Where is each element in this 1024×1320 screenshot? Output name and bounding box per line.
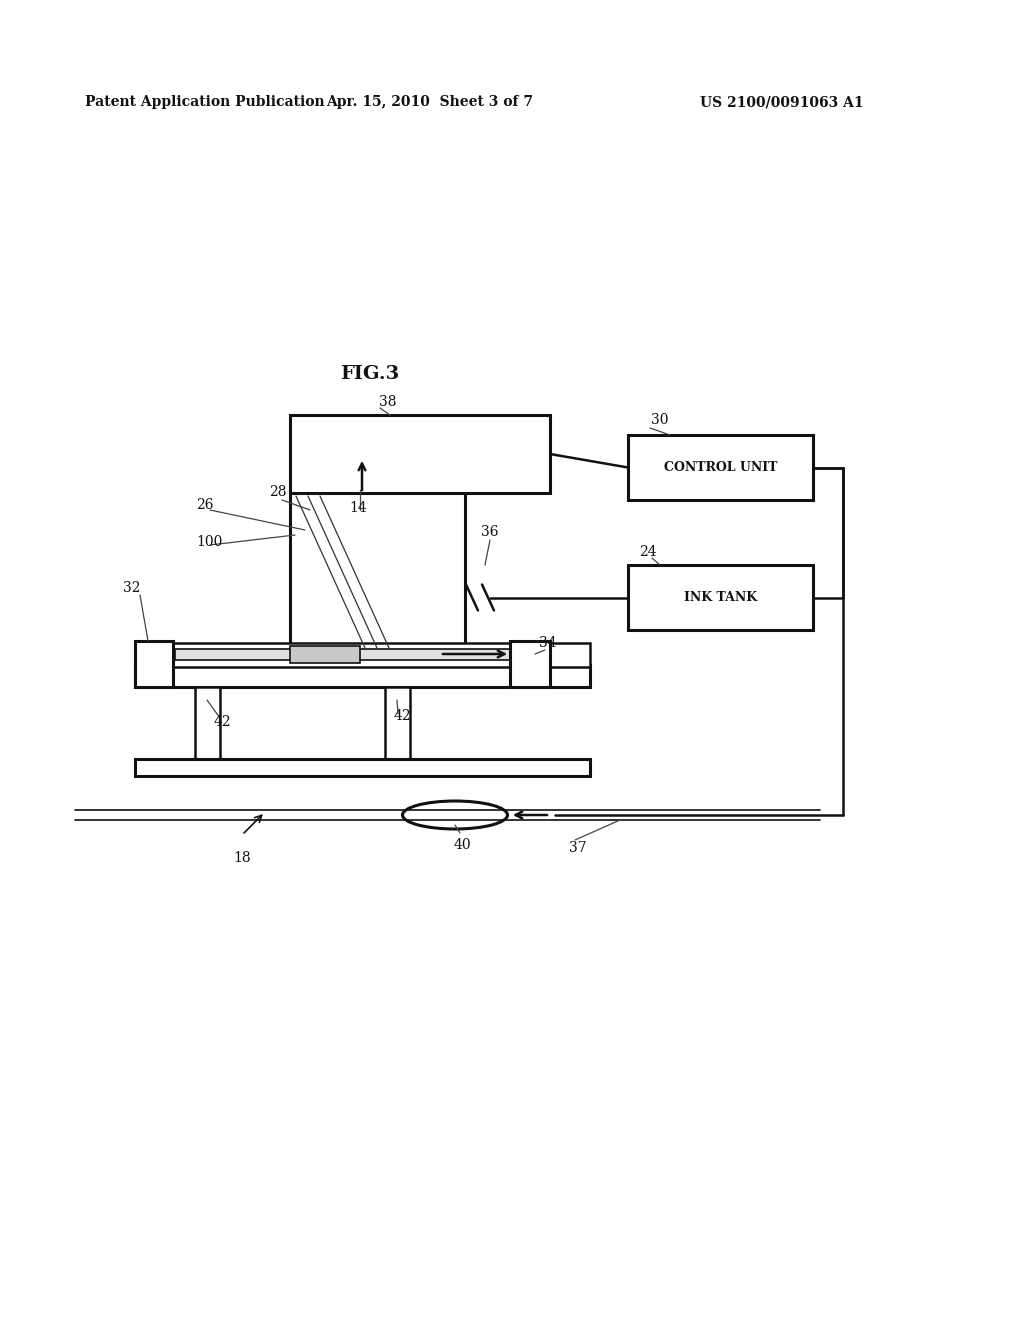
Text: 42: 42 xyxy=(393,709,411,723)
Bar xyxy=(628,436,813,500)
Bar xyxy=(510,642,550,686)
Text: 40: 40 xyxy=(454,838,471,851)
Bar xyxy=(135,643,590,667)
Bar xyxy=(385,686,410,759)
Text: 36: 36 xyxy=(481,525,499,539)
Bar xyxy=(290,414,550,492)
Text: 26: 26 xyxy=(197,498,214,512)
Text: 42: 42 xyxy=(213,715,230,729)
Text: 34: 34 xyxy=(540,636,557,649)
Bar xyxy=(195,686,220,759)
Text: 14: 14 xyxy=(349,502,367,515)
Bar xyxy=(290,645,360,663)
Bar xyxy=(290,490,465,655)
Text: Patent Application Publication: Patent Application Publication xyxy=(85,95,325,110)
Bar xyxy=(135,759,590,776)
Text: 28: 28 xyxy=(269,484,287,499)
Text: 30: 30 xyxy=(651,413,669,426)
Text: Apr. 15, 2010  Sheet 3 of 7: Apr. 15, 2010 Sheet 3 of 7 xyxy=(327,95,534,110)
Bar xyxy=(175,649,510,660)
Text: 37: 37 xyxy=(569,841,587,855)
Text: 38: 38 xyxy=(379,395,396,409)
Bar xyxy=(135,642,173,686)
Bar xyxy=(628,565,813,630)
Text: FIG.3: FIG.3 xyxy=(340,366,399,383)
Text: 18: 18 xyxy=(233,851,251,865)
Text: INK TANK: INK TANK xyxy=(684,591,757,605)
Text: US 2100/0091063 A1: US 2100/0091063 A1 xyxy=(700,95,863,110)
Text: 32: 32 xyxy=(123,581,140,595)
Bar xyxy=(135,665,590,686)
Text: CONTROL UNIT: CONTROL UNIT xyxy=(664,461,777,474)
Text: 24: 24 xyxy=(639,545,656,558)
Text: 100: 100 xyxy=(197,535,223,549)
Ellipse shape xyxy=(402,801,508,829)
